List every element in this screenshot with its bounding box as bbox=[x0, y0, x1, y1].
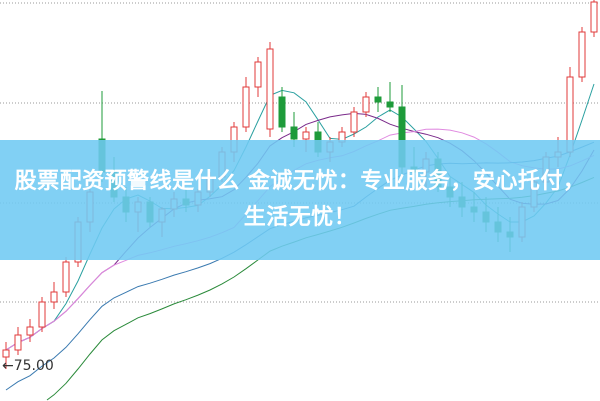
title-banner: 股票配资预警线是什么 金诚无忧：专业服务，安心托付，生活无忧！ bbox=[0, 140, 600, 260]
candle-body bbox=[26, 326, 34, 336]
candle-body bbox=[386, 101, 394, 108]
candle-body bbox=[362, 96, 370, 113]
candle-body bbox=[290, 126, 298, 140]
candle-body bbox=[350, 111, 358, 133]
candle-body bbox=[242, 86, 250, 128]
price-marker-label: 75.00 bbox=[13, 358, 54, 374]
candle-body bbox=[578, 31, 586, 78]
candle-body bbox=[38, 301, 46, 328]
candle-body bbox=[254, 61, 262, 88]
candle-body bbox=[62, 261, 70, 293]
banner-title: 股票配资预警线是什么 金诚无忧：专业服务，安心托付，生活无忧！ bbox=[14, 169, 586, 230]
candle-body bbox=[302, 131, 310, 140]
price-marker: ←75.00 bbox=[2, 358, 54, 375]
candle-body bbox=[50, 291, 58, 303]
candle-body bbox=[374, 96, 382, 103]
candle-body bbox=[14, 334, 22, 351]
candle-body bbox=[2, 349, 10, 358]
candle-body bbox=[590, 1, 598, 33]
candle-body bbox=[266, 48, 274, 130]
candle-body bbox=[278, 96, 286, 128]
arrow-left-icon: ← bbox=[2, 358, 14, 374]
